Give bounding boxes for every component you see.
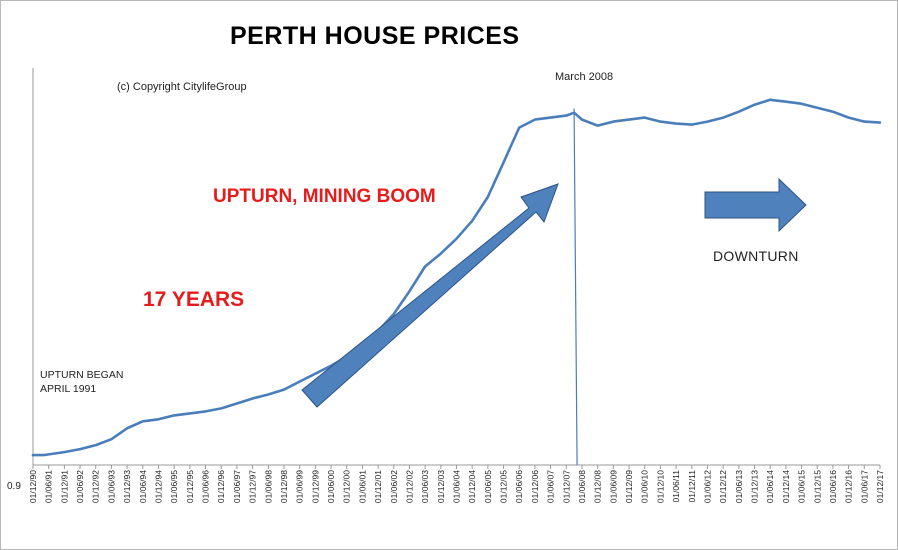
x-tick-label: 01/12/92 xyxy=(91,470,101,503)
x-tick-label: 01/06/99 xyxy=(295,470,305,503)
copyright-note: (c) Copyright CitylifeGroup xyxy=(117,81,247,93)
x-tick-label: 01/06/95 xyxy=(169,470,179,503)
x-tick-label: 01/06/09 xyxy=(608,470,618,503)
x-tick-label: 01/12/11 xyxy=(687,470,697,503)
x-tick-labels: 01/12/90 01/06/91 01/12/91 01/06/92 01/12/92… xyxy=(28,470,885,503)
x-tick-label: 01/06/16 xyxy=(828,470,838,503)
x-tick-label: 01/12/97 xyxy=(248,470,258,503)
x-tick-label: 01/12/10 xyxy=(655,470,665,503)
x-tick-label: 01/06/17 xyxy=(859,470,869,503)
x-tick-label: 01/06/05 xyxy=(483,470,493,503)
price-series-line xyxy=(31,98,882,457)
x-ticks xyxy=(32,465,881,469)
x-tick-label: 01/06/97 xyxy=(232,470,242,503)
march-2008-marker-line xyxy=(573,108,578,466)
x-tick-label: 01/12/15 xyxy=(812,470,822,503)
x-tick-label: 01/12/95 xyxy=(185,470,195,503)
x-tick-label: 01/06/11 xyxy=(671,470,681,503)
x-tick-label: 01/12/13 xyxy=(750,470,760,503)
x-tick-label: 01/06/91 xyxy=(44,470,54,503)
x-tick-label: 01/06/94 xyxy=(138,470,148,503)
x-tick-label: 01/06/04 xyxy=(452,470,462,503)
x-tick-label: 01/12/07 xyxy=(561,470,571,503)
x-tick-label: 01/06/02 xyxy=(389,470,399,503)
upturn-began-label: UPTURN BEGAN APRIL 1991 xyxy=(40,369,124,395)
x-tick-label: 01/12/98 xyxy=(279,470,289,503)
x-tick-label: 01/12/96 xyxy=(216,470,226,503)
x-tick-label: 01/12/06 xyxy=(530,470,540,503)
x-tick-label: 01/12/00 xyxy=(342,470,352,503)
x-tick-label: 01/06/01 xyxy=(357,470,367,503)
x-tick-label: 01/12/12 xyxy=(718,470,728,503)
x-tick-label: 01/12/90 xyxy=(28,470,38,503)
downturn-label: DOWNTURN xyxy=(713,248,799,264)
x-tick-label: 01/12/05 xyxy=(499,470,509,503)
chart-title: PERTH HOUSE PRICES xyxy=(230,22,520,50)
x-tick-label: 01/12/16 xyxy=(844,470,854,503)
x-tick-label: 01/06/10 xyxy=(640,470,650,503)
x-tick-label: 01/12/91 xyxy=(59,470,69,503)
x-tick-label: 01/12/04 xyxy=(467,470,477,503)
downturn-arrow-icon xyxy=(704,177,807,233)
x-tick-label: 01/06/93 xyxy=(106,470,116,503)
x-tick-label: 01/06/08 xyxy=(577,470,587,503)
x-tick-label: 01/12/99 xyxy=(310,470,320,503)
x-tick-label: 01/12/17 xyxy=(875,470,885,503)
x-tick-label: 01/06/92 xyxy=(75,470,85,503)
x-tick-label: 01/06/98 xyxy=(263,470,273,503)
y-axis-min-label: 0.9 xyxy=(7,481,21,492)
x-tick-label: 01/06/13 xyxy=(734,470,744,503)
x-tick-label: 01/12/09 xyxy=(624,470,634,503)
x-tick-label: 01/06/15 xyxy=(797,470,807,503)
x-tick-label: 01/12/02 xyxy=(404,470,414,503)
x-tick-label: 01/06/03 xyxy=(420,470,430,503)
x-tick-label: 01/06/07 xyxy=(546,470,556,503)
x-tick-label: 01/12/03 xyxy=(436,470,446,503)
mining-boom-label: UPTURN, MINING BOOM xyxy=(213,186,436,207)
x-tick-label: 01/12/01 xyxy=(373,470,383,503)
seventeen-years-label: 17 YEARS xyxy=(143,288,245,311)
x-tick-label: 01/06/00 xyxy=(326,470,336,503)
x-tick-label: 01/06/06 xyxy=(514,470,524,503)
x-tick-label: 01/12/08 xyxy=(593,470,603,503)
peak-marker-label: March 2008 xyxy=(555,71,614,83)
x-tick-label: 01/06/14 xyxy=(765,470,775,503)
x-tick-label: 01/06/96 xyxy=(201,470,211,503)
x-tick-label: 01/12/14 xyxy=(781,470,791,503)
x-tick-label: 01/12/94 xyxy=(153,470,163,503)
x-tick-label: 01/06/12 xyxy=(702,470,712,503)
x-tick-label: 01/12/93 xyxy=(122,470,132,503)
upturn-arrow-icon xyxy=(301,183,559,408)
